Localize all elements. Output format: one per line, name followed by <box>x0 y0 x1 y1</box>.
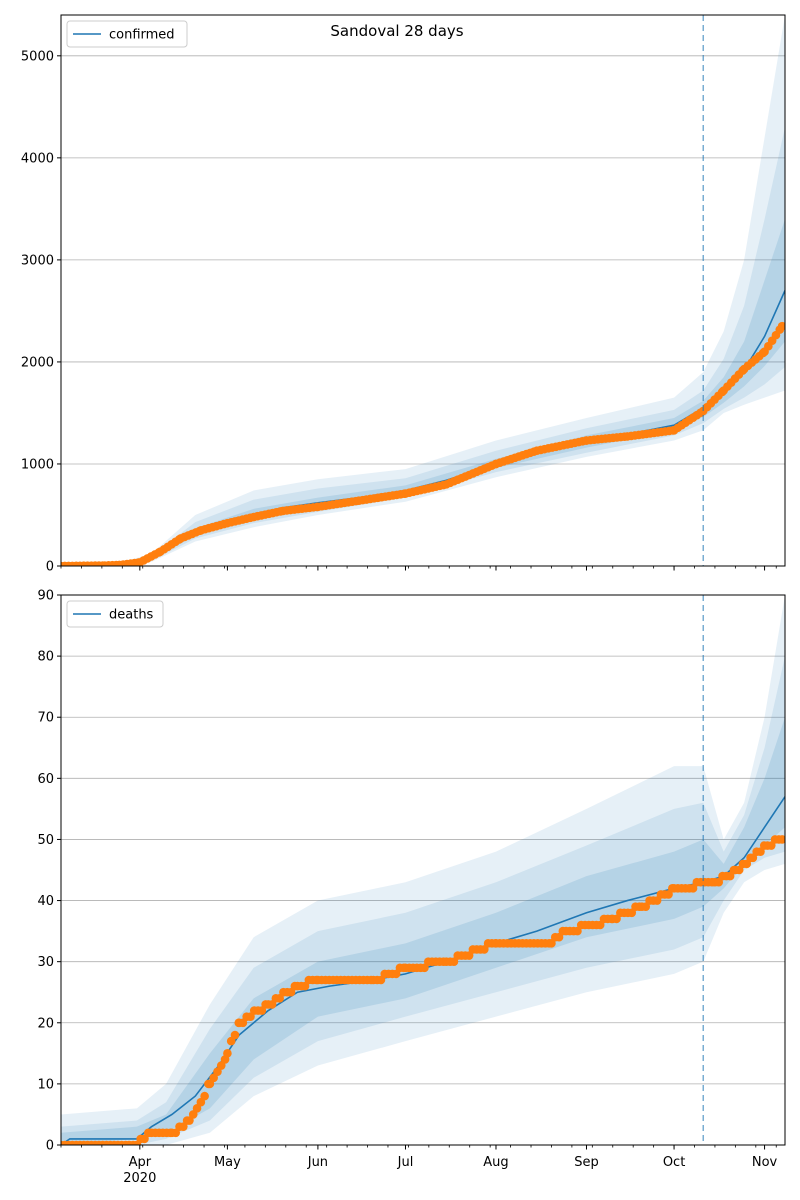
band-core <box>61 219 785 566</box>
y-tick-label: 30 <box>37 955 54 970</box>
legend: confirmed <box>66 20 188 48</box>
data-point <box>200 1091 209 1101</box>
data-point <box>777 321 785 331</box>
legend: deaths <box>66 600 164 628</box>
y-tick-label: 80 <box>37 650 54 665</box>
confirmed-panel: 0 1000 2000 3000 4000 5000 confirmed <box>21 14 786 575</box>
x-tick-label: Apr <box>129 1155 152 1170</box>
x-tick-label: Jul <box>397 1155 414 1170</box>
x-tick-label: Jun <box>307 1155 328 1170</box>
x-tick-label: Oct <box>663 1155 685 1170</box>
band-outer <box>61 595 785 1145</box>
chart-title: Sandoval 28 days <box>330 22 463 40</box>
plot-area <box>61 595 785 1145</box>
x-axis: Apr May Jun Jul Aug Sep Oct Nov 2020 <box>123 1155 777 1186</box>
x-tick-label: May <box>214 1155 241 1170</box>
y-tick-label: 50 <box>37 833 54 848</box>
x-tick-label: Nov <box>752 1155 778 1170</box>
legend-box <box>66 600 164 628</box>
y-tick-label: 40 <box>37 894 54 909</box>
axes-frame <box>60 14 786 567</box>
band-outer <box>61 15 785 566</box>
y-tick-label: 10 <box>37 1077 54 1092</box>
legend-label: deaths <box>109 608 154 623</box>
x-tick-label: Aug <box>483 1155 508 1170</box>
data-point <box>777 835 785 844</box>
plot-area <box>61 15 785 566</box>
band-core <box>61 717 785 1145</box>
y-tick-label: 20 <box>37 1016 54 1031</box>
y-tick-label: 0 <box>46 1139 54 1154</box>
x-year-label: 2020 <box>123 1171 156 1186</box>
deaths-panel: 0 10 20 30 40 50 60 70 80 90 deaths <box>37 589 786 1154</box>
y-tick-label: 70 <box>37 711 54 726</box>
x-tick-label: Sep <box>574 1155 599 1170</box>
y-tick-label: 60 <box>37 772 54 787</box>
y-tick-label: 1000 <box>21 457 54 472</box>
legend-label: confirmed <box>109 28 175 43</box>
legend-box <box>66 20 188 48</box>
y-tick-label: 5000 <box>21 49 54 64</box>
y-tick-label: 3000 <box>21 253 54 268</box>
axes-frame <box>60 594 786 1146</box>
y-tick-label: 4000 <box>21 151 54 166</box>
data-point <box>223 1049 232 1058</box>
data-point <box>230 1030 240 1040</box>
band-inner <box>61 127 785 566</box>
y-tick-label: 90 <box>37 589 54 604</box>
y-tick-label: 2000 <box>21 355 54 370</box>
y-tick-label: 0 <box>46 560 54 575</box>
